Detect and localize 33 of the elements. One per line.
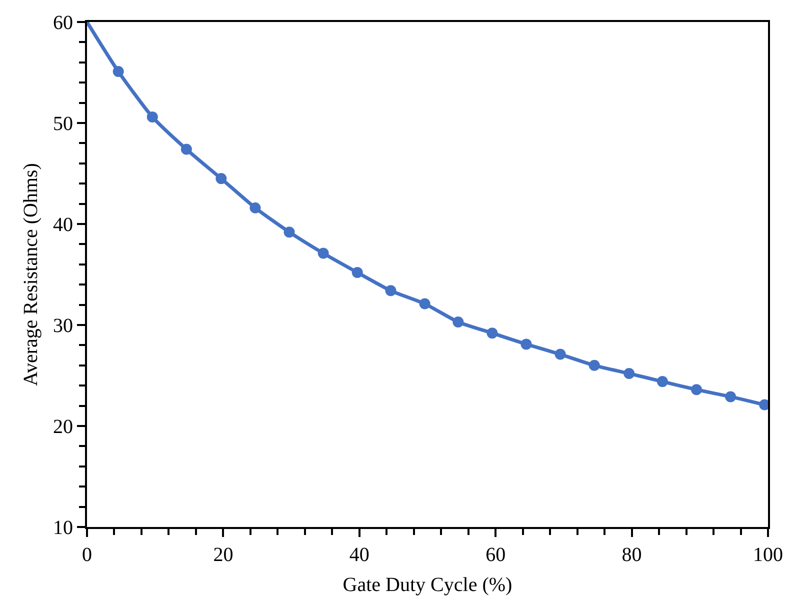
point	[318, 248, 329, 259]
point	[146, 111, 158, 122]
point	[588, 360, 600, 371]
point	[624, 368, 635, 379]
point	[452, 316, 464, 328]
y-axis-title: Average Resistance (Ohms)	[20, 163, 42, 386]
point	[725, 391, 736, 402]
point	[352, 266, 363, 278]
point	[112, 66, 124, 77]
x-tick-label: 100	[753, 544, 783, 566]
y-tick-label: 30	[53, 315, 73, 337]
x-tick-label: 0	[82, 544, 92, 566]
y-tick-label: 10	[53, 517, 73, 539]
point	[486, 328, 498, 339]
point	[216, 173, 227, 184]
y-tick-label: 50	[53, 113, 73, 135]
point	[419, 298, 430, 310]
y-tick-label: 20	[53, 416, 73, 438]
y-tick-label: 60	[53, 12, 73, 34]
x-tick-label: 20	[213, 544, 234, 566]
x-tick-label: 60	[486, 544, 506, 566]
y-tick-label: 40	[53, 214, 73, 236]
point	[520, 338, 532, 350]
x-tick-label: 40	[349, 544, 370, 566]
point	[250, 202, 261, 214]
point	[284, 226, 295, 238]
x-axis-title: Gate Duty Cycle (%)	[342, 574, 512, 596]
point	[691, 384, 702, 396]
point	[554, 348, 566, 360]
point	[180, 144, 192, 155]
x-tick-label: 80	[622, 544, 642, 566]
point	[385, 285, 396, 296]
point	[656, 376, 668, 388]
